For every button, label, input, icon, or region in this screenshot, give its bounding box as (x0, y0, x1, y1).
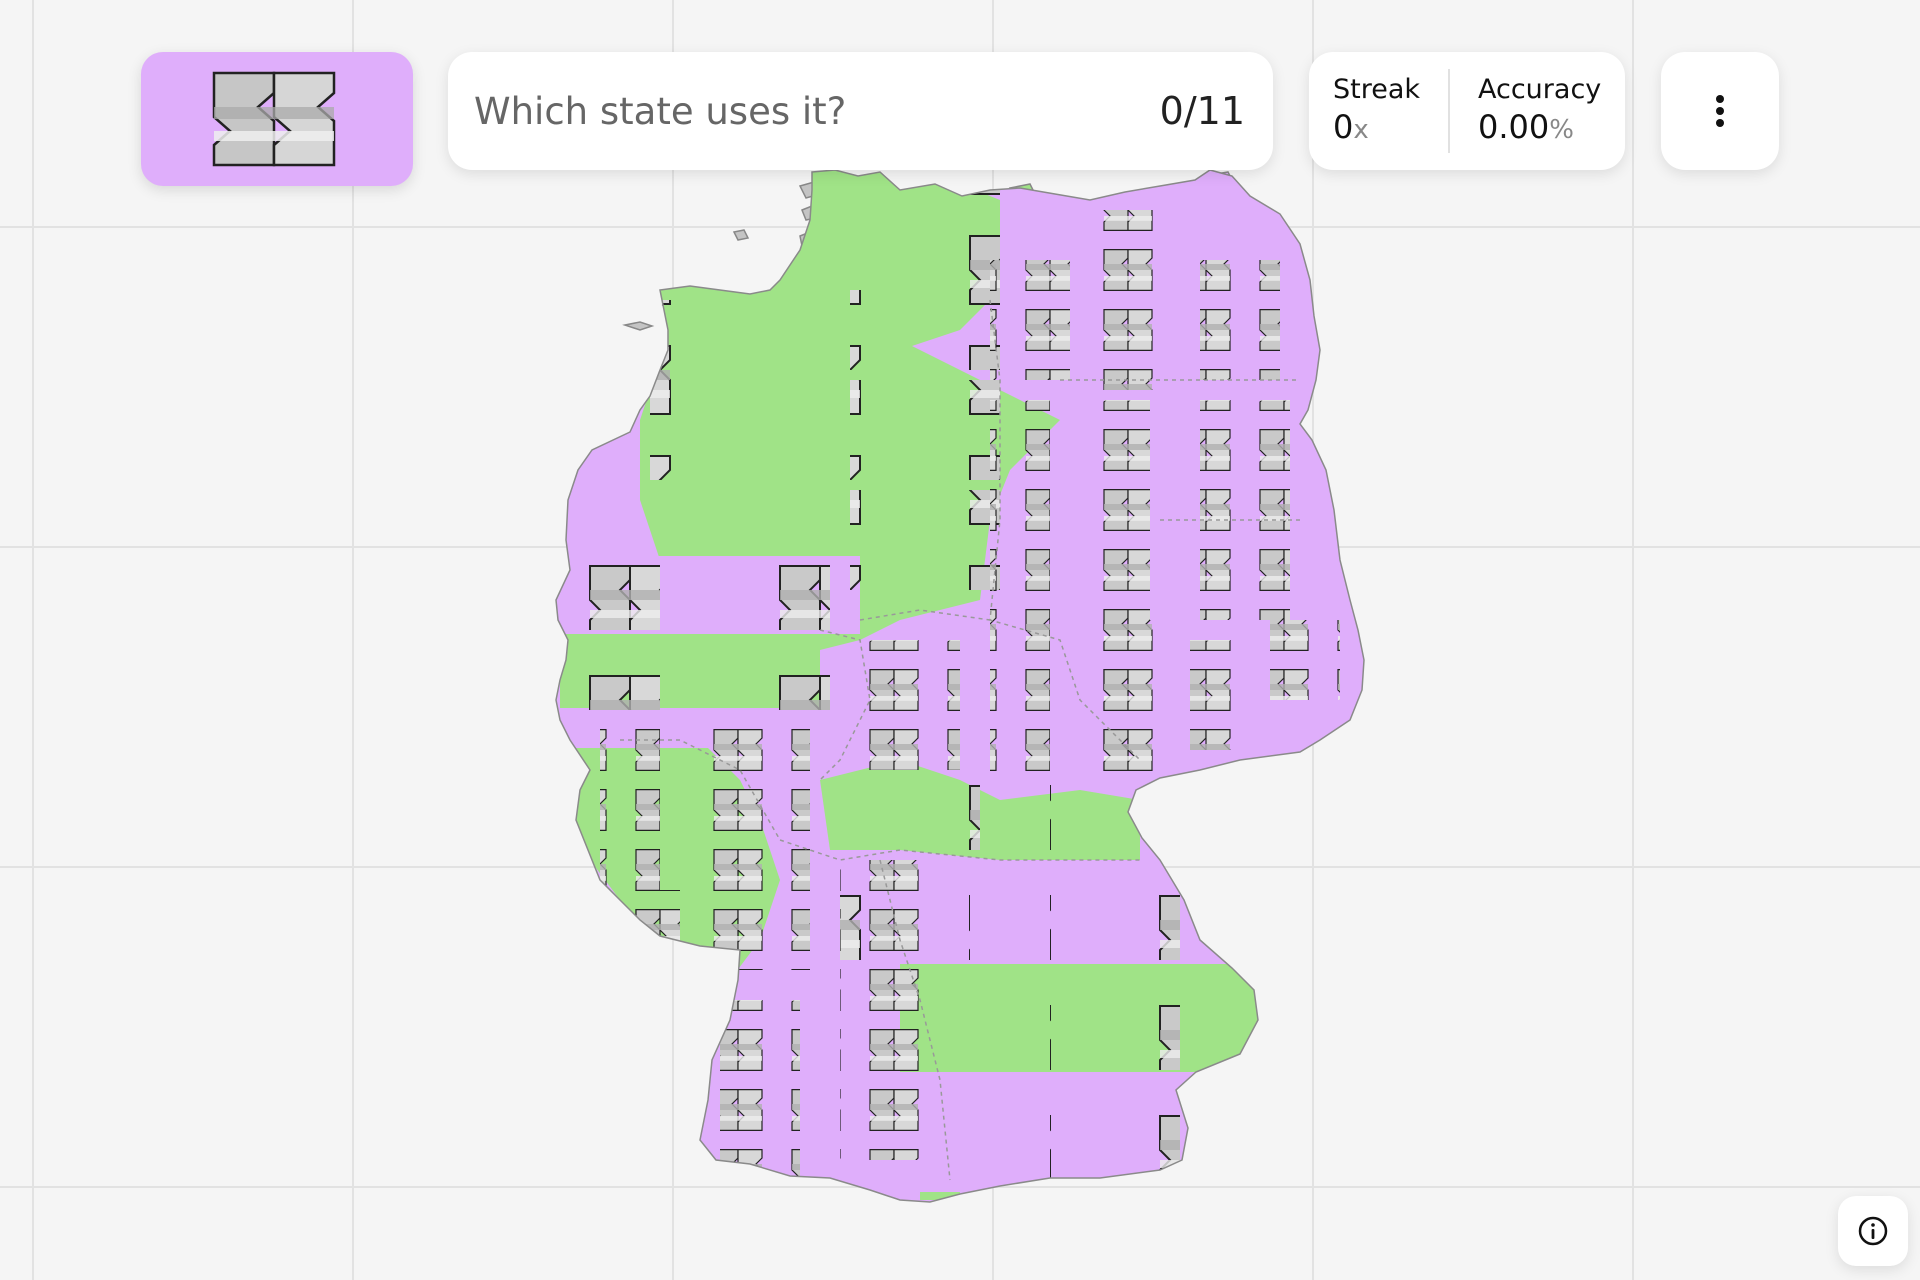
info-icon (1858, 1216, 1888, 1246)
streak-unit: x (1353, 114, 1369, 145)
streak-stat: Streak 0x (1309, 73, 1448, 150)
question-text: Which state uses it? (474, 89, 847, 133)
streak-label: Streak (1333, 73, 1421, 105)
coat-of-arms-pattern-icon (212, 71, 336, 167)
streak-value: 0x (1333, 107, 1448, 150)
accuracy-label: Accuracy (1478, 73, 1602, 105)
stats-panel: Streak 0x Accuracy 0.00% (1309, 52, 1625, 170)
question-bar: Which state uses it? 0/11 (448, 52, 1273, 170)
stats-divider (1448, 69, 1450, 153)
accuracy-stat: Accuracy 0.00% (1454, 73, 1601, 150)
accuracy-unit: % (1549, 114, 1574, 145)
progress-counter: 0/11 (1159, 89, 1245, 133)
more-vertical-icon (1716, 91, 1724, 131)
more-menu-button[interactable] (1661, 52, 1779, 170)
info-button[interactable] (1838, 1196, 1908, 1266)
target-emblem-card (141, 52, 413, 186)
accuracy-number: 0.00 (1478, 107, 1550, 146)
streak-number: 0 (1333, 107, 1354, 146)
accuracy-value: 0.00% (1478, 107, 1601, 150)
